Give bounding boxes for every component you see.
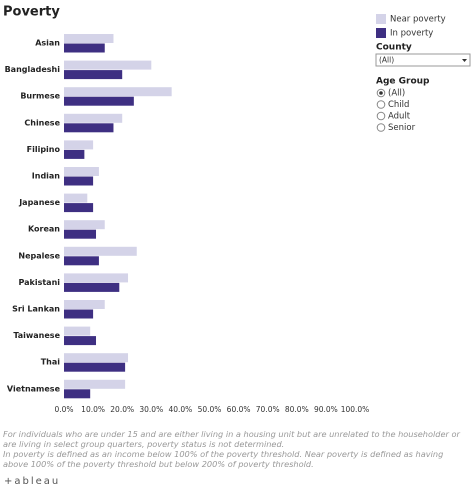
bar — [64, 220, 105, 230]
bar — [64, 256, 99, 266]
legend-swatch — [376, 14, 386, 24]
notes: For individuals who are under 15 and are… — [3, 429, 469, 469]
radio-label[interactable]: (All) — [388, 89, 405, 99]
bar — [64, 336, 97, 346]
bar — [64, 282, 120, 292]
bar — [64, 273, 129, 283]
x-tick-label: 50.0% — [198, 405, 222, 414]
bar — [64, 193, 88, 203]
y-tick-label: Korean — [28, 225, 60, 234]
y-tick-label: Burmese — [20, 92, 60, 101]
bar — [64, 353, 129, 363]
branding: +ableau — [4, 476, 61, 487]
x-tick-label: 80.0% — [285, 405, 309, 414]
dropdown[interactable] — [375, 53, 471, 67]
x-tick-label: 20.0% — [110, 405, 134, 414]
note: In poverty is defined as an income below… — [3, 449, 444, 469]
y-tick-label: Vietnamese — [7, 384, 61, 393]
bar — [64, 123, 114, 133]
bar — [64, 246, 137, 256]
bar — [64, 229, 97, 239]
bar — [64, 309, 94, 319]
radio-button[interactable] — [376, 123, 386, 132]
bar — [64, 60, 152, 70]
bar — [64, 149, 85, 159]
bar — [64, 362, 126, 372]
filter-label: County — [376, 43, 412, 53]
x-tick-label: 60.0% — [227, 405, 251, 414]
side-panel: County (All) Age Group — [375, 43, 471, 87]
bar — [64, 34, 114, 43]
y-tick-label: Japanese — [18, 198, 60, 207]
x-tick-label: 30.0% — [139, 405, 163, 414]
bar — [64, 167, 99, 176]
radio-label[interactable]: Child — [388, 100, 409, 110]
x-tick-label: 40.0% — [168, 405, 192, 414]
bar — [64, 379, 126, 389]
radio-button[interactable] — [376, 100, 386, 109]
bar — [64, 176, 94, 186]
x-tick-label: 0.0% — [54, 405, 73, 414]
y-tick-label: Asian — [35, 39, 60, 48]
chart-title: Poverty — [3, 5, 60, 20]
bar — [64, 300, 105, 309]
bar — [64, 96, 134, 106]
dropdown-value[interactable]: (All) — [379, 56, 394, 65]
radio-dot[interactable] — [379, 91, 383, 95]
x-tick-label: 100.0% — [341, 405, 370, 414]
filter-label: Age Group — [376, 77, 430, 87]
y-tick-label: Bangladeshi — [5, 65, 61, 74]
chart: Poverty County (All) Age Group 0.0% 10.0%… — [3, 5, 471, 414]
x-tick-label: 10.0% — [81, 405, 105, 414]
legend-swatch — [376, 28, 386, 38]
bar — [64, 326, 91, 336]
bar — [64, 70, 123, 80]
bar — [64, 203, 94, 213]
radio-label[interactable]: Adult — [388, 112, 411, 122]
y-tick-label: Indian — [32, 172, 61, 181]
note: For individuals who are under 15 and are… — [3, 429, 460, 449]
bar — [64, 87, 172, 97]
y-tick-label: Filipino — [27, 145, 61, 154]
y-tick-label: Sri Lankan — [12, 305, 60, 314]
bar — [64, 140, 94, 150]
y-tick-label: Thai — [41, 358, 61, 367]
bar — [64, 389, 91, 399]
legend-label: In poverty — [390, 29, 433, 39]
dropdown-arrow[interactable] — [462, 59, 467, 62]
x-tick-label: 70.0% — [256, 405, 280, 414]
radio-button[interactable] — [376, 111, 386, 121]
bar — [64, 113, 123, 123]
y-tick-label: Nepalese — [18, 251, 60, 260]
bar — [64, 43, 105, 53]
y-tick-label: Taiwanese — [13, 331, 60, 340]
y-tick-label: Chinese — [24, 118, 60, 127]
x-tick-label: 90.0% — [314, 405, 338, 414]
radio-label[interactable]: Senior — [388, 123, 416, 133]
y-tick-label: Pakistani — [18, 278, 60, 287]
legend-label: Near poverty — [390, 15, 446, 25]
